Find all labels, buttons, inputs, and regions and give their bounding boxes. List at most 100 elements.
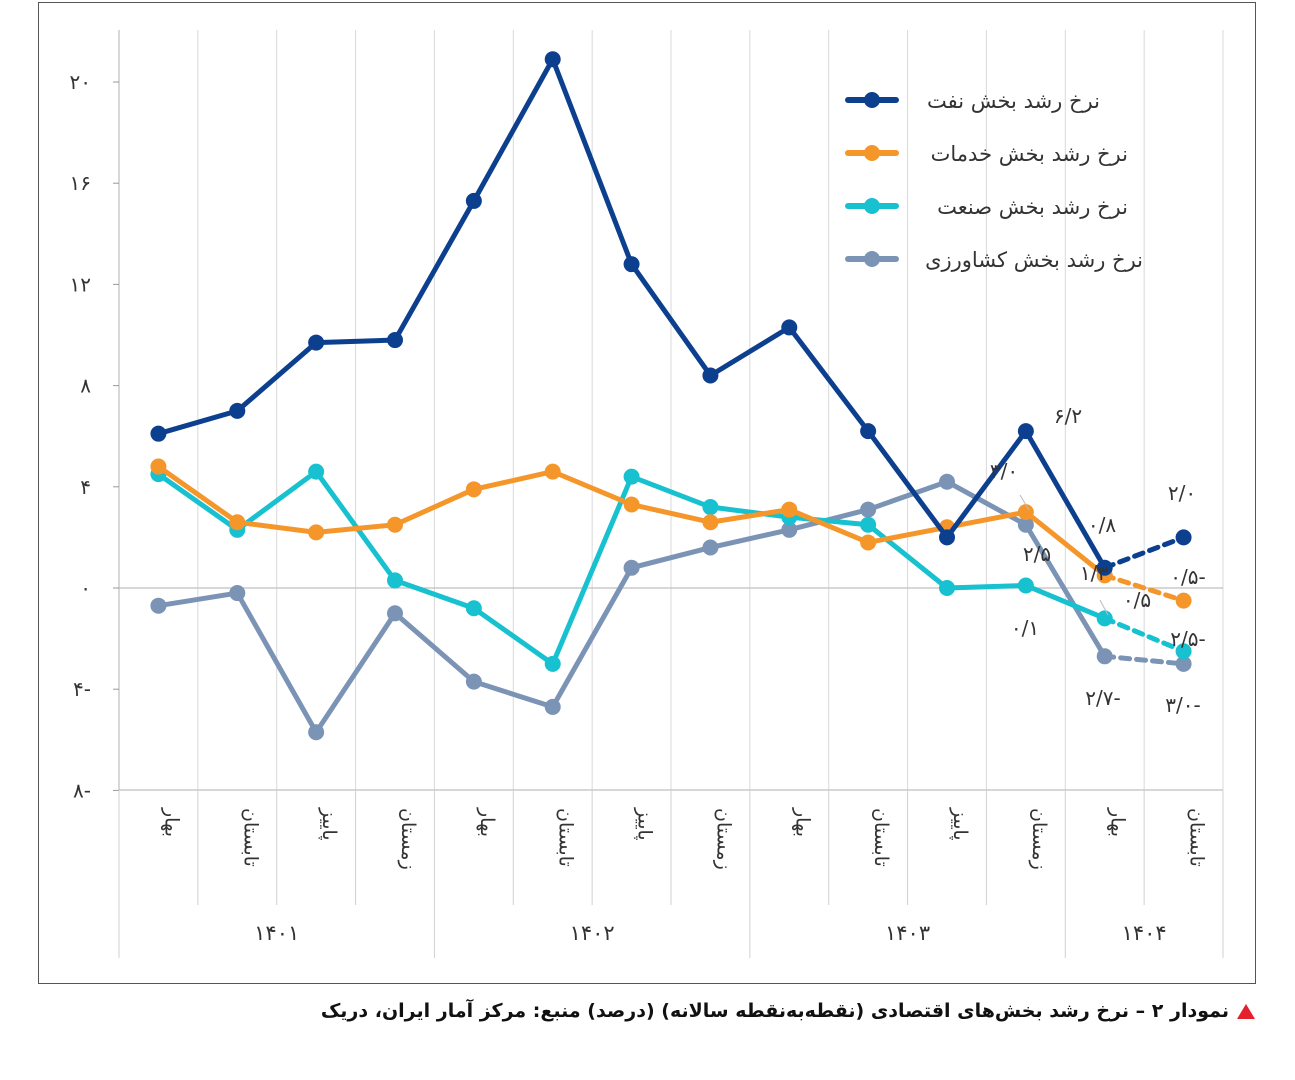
data-point <box>387 605 403 622</box>
axis-group: ۸- ۴- ۰ ۴ ۸ ۱۲ ۱۶ ۲۰ بهار تابستان پاییز زمستان بهار ت… <box>70 30 1224 958</box>
category-label: زمستان <box>397 808 419 870</box>
data-point <box>1017 577 1034 594</box>
data-point <box>465 600 482 617</box>
data-point <box>623 496 640 513</box>
data-point <box>860 516 877 533</box>
data-label: ۲/۷- <box>1085 686 1120 710</box>
y-tick-label: ۴- <box>73 677 91 701</box>
data-point <box>1175 643 1192 660</box>
data-point <box>939 529 955 546</box>
data-point <box>1017 423 1034 440</box>
chart-frame <box>38 2 1256 984</box>
legend-marker <box>864 92 880 108</box>
category-label: تابستان <box>870 808 892 867</box>
legend-marker <box>864 251 880 267</box>
category-label: بهار <box>160 807 182 837</box>
legend-label: نرخ رشد بخش نفت <box>927 89 1100 113</box>
category-label: پاییز <box>634 807 656 841</box>
data-point <box>623 256 640 273</box>
data-point <box>1096 559 1113 576</box>
category-label: بهار <box>476 807 498 837</box>
data-point <box>544 463 561 480</box>
data-point <box>860 534 877 551</box>
category-label: بهار <box>791 807 813 837</box>
y-tick-label: ۲۰ <box>70 70 91 94</box>
data-label: ۲/۵ <box>1023 542 1051 566</box>
y-tick-label: ۸ <box>80 374 91 398</box>
data-point <box>623 559 640 576</box>
data-point <box>1096 648 1113 665</box>
caption-marker-icon <box>1237 1003 1255 1019</box>
data-point <box>229 402 246 419</box>
data-point <box>308 334 325 351</box>
data-point <box>308 463 325 480</box>
data-point <box>544 51 561 68</box>
data-point <box>308 524 325 541</box>
data-label: ۲/۵- <box>1170 627 1205 651</box>
data-label: ۱/۳ <box>1080 561 1108 585</box>
data-point <box>465 481 482 498</box>
year-label: ۱۴۰۳ <box>885 921 930 945</box>
data-point <box>150 458 167 475</box>
data-point <box>939 580 955 596</box>
data-point <box>1017 516 1034 533</box>
data-point <box>229 585 246 602</box>
data-point <box>1017 504 1034 521</box>
data-point <box>544 698 561 715</box>
grid-lines <box>118 30 1224 790</box>
data-point <box>702 367 719 384</box>
category-label: تابستان <box>239 808 261 867</box>
series-dashed-segment <box>1102 534 1187 571</box>
data-label: ۰/۵ <box>1123 588 1151 612</box>
legend-marker <box>864 198 880 214</box>
legend-label: نرخ رشد بخش صنعت <box>937 195 1128 219</box>
caption-text: نمودار ۲ – نرخ رشد بخش‌های اقتصادی (نقطه… <box>320 1000 1229 1022</box>
category-label: بهار <box>1107 807 1129 837</box>
line-chart: ۸- ۴- ۰ ۴ ۸ ۱۲ ۱۶ ۲۰ بهار تابستان پاییز زمستان بهار ت… <box>70 30 1224 958</box>
data-point <box>702 499 719 516</box>
category-label: زمستان <box>1028 808 1050 870</box>
data-point <box>465 673 482 690</box>
data-label: ۳/۰- <box>1165 693 1200 717</box>
data-point <box>702 514 719 531</box>
data-point <box>1175 592 1192 609</box>
data-point <box>387 572 403 589</box>
data-point <box>544 655 561 672</box>
data-point <box>229 514 246 531</box>
data-point <box>150 597 167 614</box>
legend-label: نرخ رشد بخش کشاورزی <box>925 248 1143 272</box>
legend-label: نرخ رشد بخش خدمات <box>931 142 1128 166</box>
data-point <box>1175 655 1192 672</box>
data-label: ۰/۸ <box>1088 513 1116 537</box>
data-point <box>150 425 167 442</box>
figure-caption: نمودار ۲ – نرخ رشد بخش‌های اقتصادی (نقطه… <box>321 1000 1255 1022</box>
category-label: زمستان <box>712 808 734 870</box>
data-point <box>702 539 719 556</box>
data-point <box>860 501 877 518</box>
data-point <box>860 423 877 440</box>
y-tick-label: ۸- <box>73 778 91 802</box>
data-point <box>465 192 482 209</box>
data-point <box>781 521 798 538</box>
data-label: ۰/۱ <box>1011 616 1039 640</box>
leader-line <box>1019 494 1030 511</box>
category-label: پاییز <box>949 807 971 841</box>
legend-marker <box>864 145 880 161</box>
year-label: ۱۴۰۱ <box>254 921 299 945</box>
data-point <box>387 516 403 533</box>
y-tick-label: ۴ <box>80 475 91 499</box>
series-dashed-segment <box>1102 653 1187 667</box>
data-point <box>781 501 798 518</box>
data-label: ۲/۰ <box>1168 481 1196 505</box>
series-dashed-segment <box>1102 615 1187 654</box>
year-label: ۱۴۰۲ <box>570 921 615 945</box>
data-point <box>387 332 403 349</box>
leader-line <box>1099 599 1109 616</box>
data-point <box>308 724 325 741</box>
y-tick-label: ۰ <box>80 576 91 600</box>
y-tick-label: ۱۶ <box>70 171 91 195</box>
data-point <box>623 468 640 485</box>
data-label: ۳/۰ <box>990 459 1018 483</box>
category-label: تابستان <box>555 808 577 867</box>
data-label: ۰/۵- <box>1170 565 1205 589</box>
